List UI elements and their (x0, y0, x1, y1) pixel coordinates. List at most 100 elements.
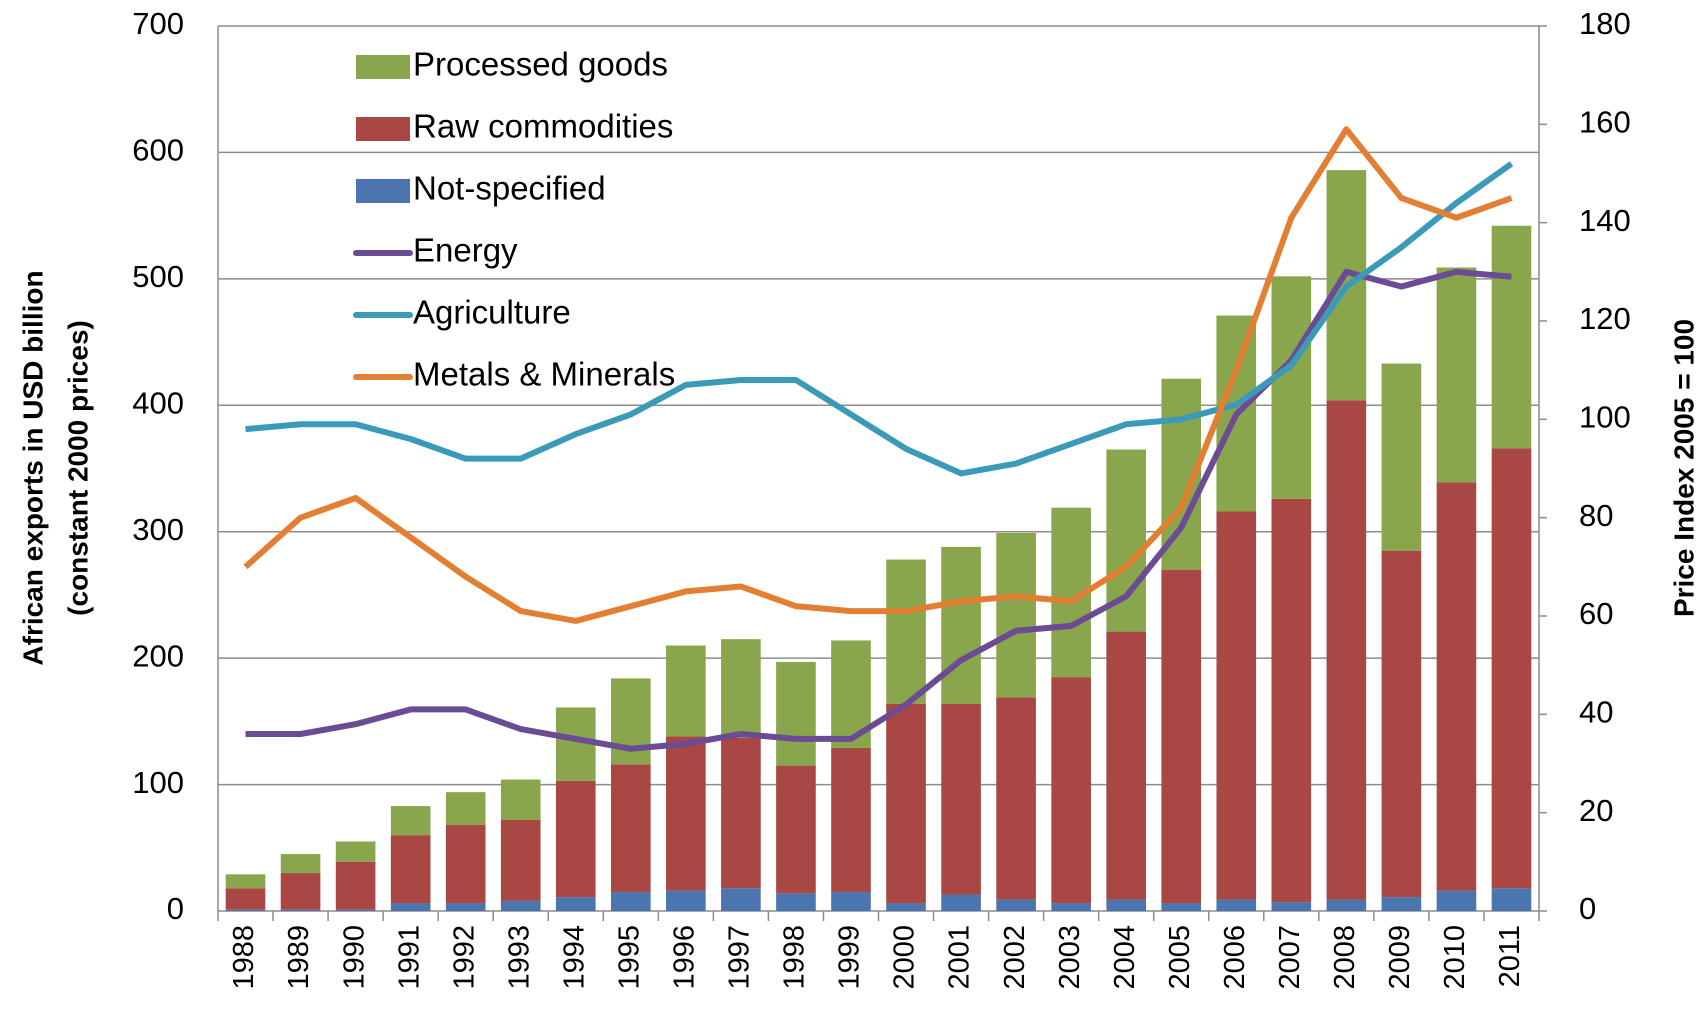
bar-segment (225, 909, 266, 911)
bar-segment (1326, 899, 1367, 911)
y-tick-label: 100 (132, 765, 184, 800)
y2-tick-label: 120 (1579, 301, 1631, 336)
y-axis-title: (constant 2000 prices) (62, 320, 93, 616)
y-tick-label: 0 (167, 891, 184, 926)
bar-segment (335, 841, 376, 862)
y2-tick-label: 140 (1579, 203, 1631, 238)
bar-segment (1216, 511, 1257, 900)
bar-segment (1271, 902, 1312, 911)
bar-segment (721, 639, 761, 738)
bar-segment (1326, 400, 1367, 900)
x-tick-label: 2010 (1439, 925, 1471, 990)
x-tick-label: 1990 (338, 925, 370, 990)
bar-segment (1161, 903, 1202, 911)
y-tick-label: 700 (132, 6, 184, 41)
line-series (243, 126, 1513, 624)
y-tick-label: 200 (132, 638, 184, 673)
bar-segment (996, 532, 1036, 698)
bar-segment (390, 835, 431, 904)
y2-tick-label: 80 (1579, 498, 1613, 533)
x-tick-label: 2000 (889, 925, 921, 990)
bar-segment (831, 747, 871, 893)
x-tick-label: 1991 (393, 925, 425, 990)
x-tick-label: 1996 (669, 925, 701, 990)
line-series (245, 161, 1514, 477)
bar-segment (776, 893, 816, 911)
bar-segment (886, 703, 926, 904)
bar-segment (1491, 448, 1532, 889)
x-tick-label: 2011 (1494, 925, 1526, 987)
legend-label: Raw commodities (413, 108, 673, 145)
bar-segment (886, 903, 926, 911)
bar-segment (225, 874, 266, 889)
x-tick-label: 1994 (558, 925, 590, 990)
bar-segment (1436, 890, 1477, 911)
y2-tick-label: 0 (1579, 891, 1596, 926)
y-tick-label: 600 (132, 133, 184, 168)
bar-segment (610, 764, 651, 893)
y2-tick-label: 100 (1579, 400, 1631, 435)
legend-swatch (356, 179, 410, 203)
bar-segment (555, 897, 596, 911)
bar-segment (666, 890, 706, 911)
y2-tick-label: 40 (1579, 695, 1613, 730)
x-tick-label: 1999 (834, 925, 866, 990)
legend-label: Processed goods (413, 46, 668, 83)
bar-segment (500, 779, 541, 820)
x-tick-label: 1995 (613, 925, 645, 990)
legend-swatch (356, 117, 410, 141)
bar-segment (721, 737, 761, 889)
bar-segment (500, 900, 541, 911)
line-series (245, 268, 1512, 752)
bar-segment (445, 903, 486, 911)
x-tick-label: 1992 (448, 925, 480, 990)
bar-segment (941, 894, 981, 911)
bar-segment (941, 546, 981, 704)
legend-label: Metals & Minerals (413, 356, 675, 393)
x-tick-label: 1998 (779, 925, 811, 990)
bar-segment (1271, 276, 1312, 499)
bar-segment (1381, 363, 1422, 551)
bar-segment (445, 825, 486, 904)
y-tick-label: 500 (132, 259, 184, 294)
y2-axis-title: Price Index 2005 = 100 (1668, 319, 1699, 617)
bar-segment (1491, 225, 1532, 449)
x-tick-label: 2006 (1219, 925, 1251, 990)
x-tick-label: 2007 (1274, 925, 1306, 990)
bar-segment (1436, 267, 1477, 483)
legend-swatch (356, 55, 410, 79)
bar-segment (941, 703, 981, 895)
bar-segment (1381, 897, 1422, 911)
x-tick-label: 2004 (1109, 925, 1141, 990)
bar-segment (721, 888, 761, 911)
bar-segment (445, 792, 486, 826)
bar-segment (666, 645, 706, 737)
y2-tick-label: 160 (1579, 105, 1631, 140)
x-tick-label: 2008 (1329, 925, 1361, 990)
bar-segment (610, 892, 651, 911)
y2-tick-label: 60 (1579, 596, 1613, 631)
y2-tick-label: 180 (1579, 6, 1631, 41)
y-tick-label: 300 (132, 512, 184, 547)
x-tick-label: 1993 (503, 925, 535, 990)
x-tick-label: 1997 (724, 925, 756, 990)
x-tick-label: 2009 (1384, 925, 1416, 990)
bar-segment (280, 854, 321, 874)
x-tick-label: 1989 (283, 925, 315, 990)
x-tick-label: 2001 (944, 925, 976, 990)
bar-segment (335, 861, 376, 910)
bar-segment (996, 697, 1036, 900)
bar-segment (1051, 903, 1091, 911)
bar-segment (831, 892, 871, 911)
bar-segment (1161, 569, 1202, 904)
bar-segment (390, 903, 431, 911)
x-tick-label: 2002 (999, 925, 1031, 990)
bar-segment (555, 780, 596, 898)
bar-segment (500, 819, 541, 901)
y-axis-title: African exports in USD billion (17, 270, 48, 665)
y2-tick-label: 20 (1579, 793, 1613, 828)
bar-segment (1106, 631, 1147, 900)
legend-label: Energy (413, 232, 518, 269)
bar-segment (776, 661, 816, 766)
bar-segment (1491, 888, 1532, 911)
